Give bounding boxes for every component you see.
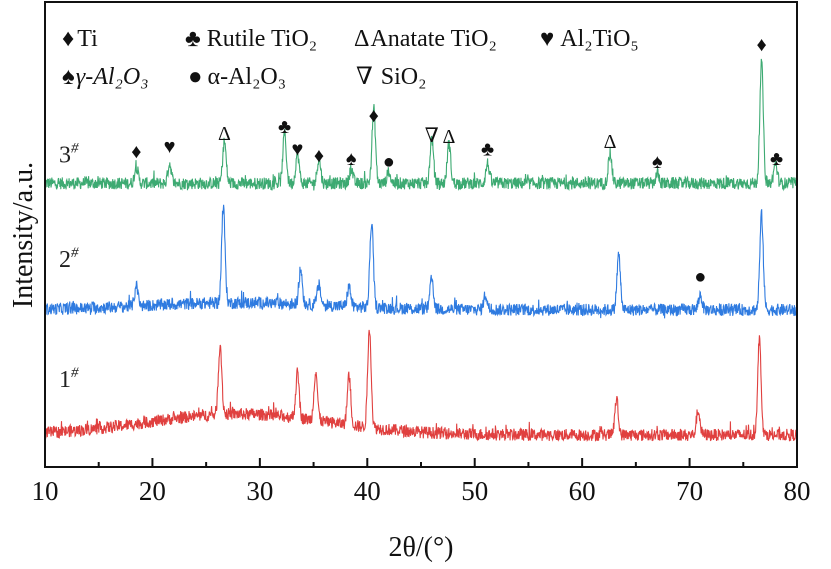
- sample-number: 3: [59, 142, 71, 168]
- peak-marker: ♠: [652, 151, 663, 173]
- series-line-1: [44, 329, 798, 442]
- peak-marker: ♦: [131, 141, 141, 163]
- peak-marker: Δ: [442, 126, 455, 148]
- peak-marker: Δ: [604, 131, 617, 153]
- peak-marker: Δ: [218, 123, 231, 145]
- sample-labels: 3#2#1#: [59, 140, 79, 393]
- legend-item-ti: ♦ Ti: [62, 26, 98, 52]
- sample-label: 2#: [59, 245, 79, 273]
- legend: ♦ Ti ♣ Rutile TiO₂ ΔAnatate TiO₂ ♥ Al₂TiO₅ …: [62, 26, 639, 90]
- x-axis-title: 2θ/(°): [388, 532, 453, 563]
- series-line-2: [44, 204, 798, 319]
- sample-label: 1#: [59, 365, 79, 393]
- legend-item-al2tio5: ♥ Al₂TiO₅: [540, 26, 639, 52]
- series-line-3: [44, 58, 798, 192]
- peak-marker: ♦: [369, 105, 379, 127]
- x-axis: 10 20 30 40 50 60 70 80: [32, 458, 811, 506]
- legend-item-anatase: ΔAnatate TiO₂: [354, 26, 497, 52]
- series-layer: [44, 58, 798, 442]
- peak-marker: ♣: [278, 116, 291, 138]
- legend-item-gamma-al2o3: ♠γ-Al₂O₃: [62, 64, 149, 90]
- sample-superscript: #: [71, 245, 79, 261]
- legend-item-alpha-al2o3: ● α-Al₂O₃: [188, 64, 286, 90]
- sample-number: 1: [59, 367, 71, 393]
- x-tick-label: 80: [784, 476, 811, 506]
- x-tick-label: 30: [246, 476, 273, 506]
- sample-superscript: #: [71, 365, 79, 381]
- peak-marker: ●: [694, 266, 706, 288]
- peak-marker: ♦: [314, 145, 324, 167]
- sample-superscript: #: [71, 140, 79, 156]
- x-tick-label: 70: [676, 476, 703, 506]
- x-tick-label: 60: [569, 476, 596, 506]
- x-tick-label: 50: [461, 476, 488, 506]
- peak-marker: ♦: [756, 34, 766, 56]
- sample-number: 2: [59, 247, 71, 273]
- x-tick-label: 20: [139, 476, 166, 506]
- x-tick-label: 10: [32, 476, 59, 506]
- peak-markers: ♦ ♥Δ ♣♥ ♦ ♠♦●∇ Δ♣ Δ♠♦♣●: [131, 34, 783, 288]
- legend-item-sio2: ∇ SiO₂: [356, 64, 426, 90]
- peak-marker: ●: [383, 151, 395, 173]
- legend-item-rutile: ♣ Rutile TiO₂: [185, 26, 317, 52]
- peak-marker: ♠: [346, 148, 357, 170]
- y-axis-title: Intensity/a.u.: [8, 162, 39, 308]
- peak-marker: ♣: [481, 138, 494, 160]
- peak-marker: ♥: [292, 138, 304, 160]
- x-tick-label: 40: [354, 476, 381, 506]
- sample-label: 3#: [59, 140, 79, 168]
- peak-marker: ∇: [425, 125, 439, 147]
- peak-marker: ♥: [164, 136, 176, 158]
- peak-marker: ♣: [770, 148, 783, 170]
